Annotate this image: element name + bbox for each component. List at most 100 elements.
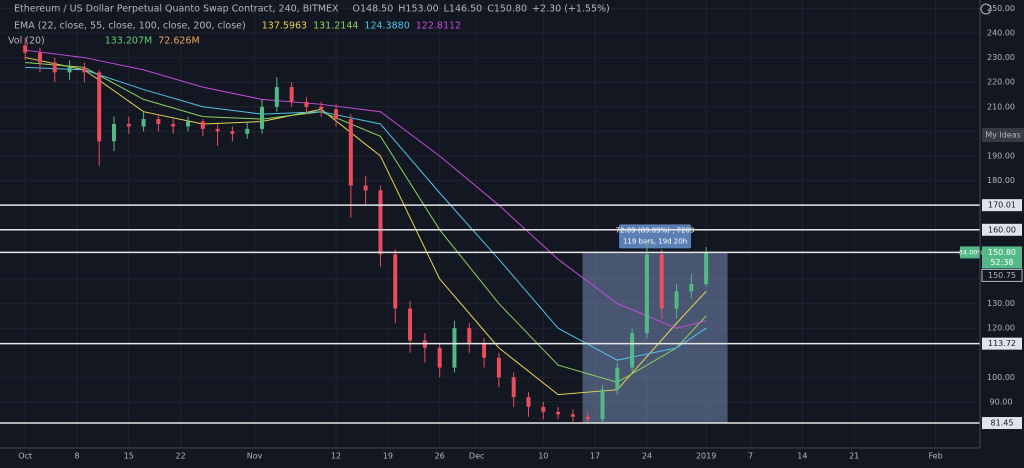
candle-body — [615, 367, 620, 390]
ohlc-value: L146.50 — [444, 4, 483, 15]
chart-title: Ethereum / US Dollar Perpetual Quanto Sw… — [14, 4, 339, 15]
candle-body — [156, 119, 161, 124]
ema-value: 124.3880 — [364, 21, 409, 32]
x-tick-label: Dec — [469, 452, 484, 461]
candle-body — [126, 123, 131, 127]
last-price-box — [982, 246, 1022, 269]
grid — [0, 0, 980, 448]
candle-body — [393, 254, 398, 309]
my-ideas-button[interactable] — [982, 128, 1024, 142]
x-tick-label: 19 — [383, 452, 393, 461]
candle-body — [82, 67, 87, 73]
x-tick-label: 26 — [435, 452, 445, 461]
x-tick-label: 17 — [590, 452, 600, 461]
candle-body — [304, 101, 309, 107]
my-ideas-label[interactable]: My Ideas — [985, 131, 1021, 140]
candle-body — [704, 252, 709, 284]
y-tick-label: 120.00 — [987, 324, 1015, 333]
candle-body — [541, 406, 546, 412]
candle-body — [171, 123, 176, 127]
price-label-box — [982, 417, 1022, 430]
candle-body — [378, 190, 383, 255]
price-label: 170.01 — [988, 201, 1016, 210]
y-tick-label: 250.00 — [987, 4, 1015, 13]
ohlc-value: O148.50 — [353, 4, 394, 15]
candle-body — [260, 106, 265, 129]
candle-body — [97, 72, 102, 142]
price-label-box — [982, 223, 1022, 236]
candle-body — [363, 185, 368, 191]
pct-box — [960, 246, 980, 259]
candle-body — [630, 333, 635, 368]
candle-body — [452, 328, 457, 368]
candle-body — [689, 283, 694, 292]
candle-body — [482, 342, 487, 358]
candle-body — [556, 411, 561, 415]
x-tick-label: Feb — [929, 452, 943, 461]
candle-body — [230, 131, 235, 134]
x-tick-label: 2019 — [696, 452, 716, 461]
y-tick-label: 190.00 — [987, 151, 1015, 160]
y-tick-label: 90.00 — [990, 397, 1013, 406]
measure-label: 119 bars, 19d 20h — [623, 237, 687, 245]
x-tick-label: Oct — [18, 452, 32, 461]
x-tick-label: Nov — [247, 452, 263, 461]
candle-body — [245, 128, 250, 134]
price-label: 160.00 — [988, 225, 1016, 234]
legend: Ethereum / US Dollar Perpetual Quanto Sw… — [8, 4, 610, 47]
candle-body — [319, 106, 324, 110]
candle-body — [111, 123, 116, 142]
candle-body — [408, 308, 413, 341]
candle-body — [67, 67, 72, 73]
settings-icon[interactable] — [980, 3, 992, 15]
candle-body — [644, 254, 649, 334]
x-tick-label: 7 — [748, 452, 753, 461]
y-tick-label: 240.00 — [987, 28, 1015, 37]
candle-body — [511, 377, 516, 398]
candle-body — [23, 45, 28, 53]
price-label: 113.72 — [988, 339, 1016, 348]
candle-body — [674, 291, 679, 309]
candle-body — [200, 121, 205, 129]
x-tick-label: 24 — [642, 452, 652, 461]
candle-body — [659, 254, 664, 309]
ema-line — [25, 66, 707, 361]
ema-line — [25, 49, 707, 329]
axis: 250.00240.00230.00220.00210.00200.00190.… — [18, 4, 1023, 461]
candle-body — [600, 389, 605, 420]
x-tick-label: 12 — [331, 452, 341, 461]
ohlc-value: +2.30 (+1.55%) — [532, 4, 610, 15]
vol-value: 72.626M — [158, 36, 199, 47]
vol-value: 133.207M — [105, 36, 152, 47]
ema-value: 137.5963 — [262, 21, 307, 32]
candle-body — [52, 62, 57, 73]
price-label-box — [982, 337, 1022, 350]
candle-body — [215, 128, 220, 132]
candle-body — [186, 121, 191, 127]
y-tick-label: 230.00 — [987, 53, 1015, 62]
x-tick-label: 15 — [124, 452, 134, 461]
ohlc-value: H153.00 — [398, 4, 438, 15]
ema-value: 131.2144 — [313, 21, 358, 32]
candle-body — [570, 414, 575, 417]
candle-body — [37, 52, 42, 63]
candle-body — [334, 109, 339, 120]
ema-value: 122.8112 — [416, 21, 461, 32]
y-tick-label: 180.00 — [987, 176, 1015, 185]
candle-body — [141, 119, 146, 127]
last-price-label: 150.80 — [988, 248, 1016, 257]
x-tick-label: 14 — [797, 452, 807, 461]
prev-price-label: 150.75 — [988, 271, 1016, 280]
prev-price-box — [981, 268, 1023, 282]
candle-body — [437, 347, 442, 368]
candle-body — [274, 87, 279, 107]
vol-label: Vol (20) — [8, 36, 45, 47]
timer-label: 52:38 — [990, 258, 1013, 267]
y-tick-label: 100.00 — [987, 373, 1015, 382]
x-tick-label: 21 — [849, 452, 859, 461]
y-tick-label: 210.00 — [987, 102, 1015, 111]
candle-body — [585, 416, 590, 420]
candle-body — [348, 119, 353, 186]
